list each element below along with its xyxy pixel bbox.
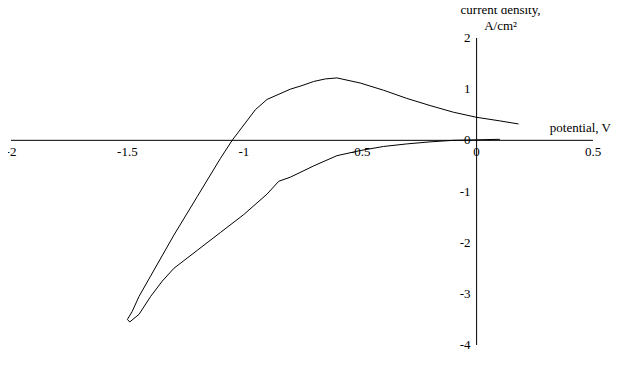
svg-text:0.5: 0.5 — [585, 144, 601, 159]
svg-text:0: 0 — [464, 132, 471, 147]
svg-text:-3: -3 — [460, 286, 471, 301]
svg-text:-0.5: -0.5 — [350, 144, 371, 159]
svg-text:-1.5: -1.5 — [117, 144, 138, 159]
svg-text:-2: -2 — [460, 235, 471, 250]
svg-text:2: 2 — [464, 30, 471, 45]
svg-text:0: 0 — [473, 144, 480, 159]
svg-text:current density,A/cm²: current density,A/cm² — [461, 8, 541, 33]
svg-text:potential, V: potential, V — [550, 120, 612, 135]
svg-text:-1: -1 — [460, 184, 471, 199]
svg-text:-1: -1 — [238, 144, 249, 159]
svg-text:1: 1 — [464, 81, 471, 96]
svg-text:-2: -2 — [8, 144, 16, 159]
svg-text:-4: -4 — [460, 337, 471, 352]
